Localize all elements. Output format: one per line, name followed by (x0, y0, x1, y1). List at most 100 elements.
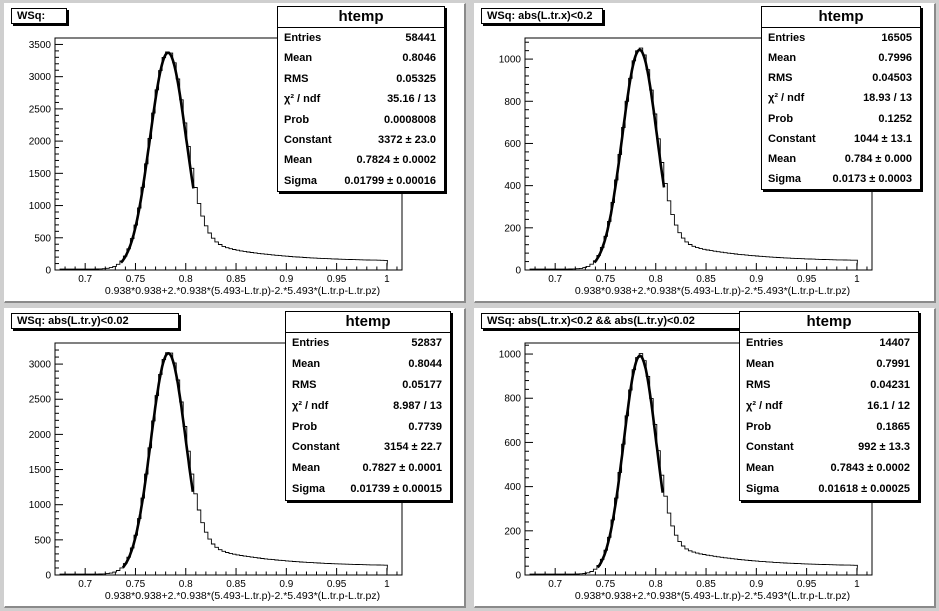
stats-row: RMS 0.04231 (740, 375, 918, 396)
histogram-plot-2: 0.7 0.75 0.8 0.85 0.9 0.95 1 0 200 400 600 800 1000 0… (499, 37, 873, 297)
stats-label: Sigma (284, 174, 318, 187)
stats-row: Prob 0.7739 (286, 417, 450, 438)
y-tick-label: 800 (504, 97, 521, 108)
stats-box: htemp Entries 52837 Mean 0.8044 RMS 0.05177 χ²… (285, 311, 451, 501)
x-tick-label: 1 (854, 579, 860, 590)
x-tick-label: 0.85 (226, 274, 246, 285)
stats-label: RMS (768, 72, 793, 85)
stats-box: htemp Entries 58441 Mean 0.8046 RMS 0.05325 χ²… (277, 6, 445, 192)
stats-value: 52837 (411, 337, 442, 349)
stats-label: χ² / ndf (768, 92, 805, 105)
histogram-plot-3: 0.7 0.75 0.8 0.85 0.9 0.95 1 0 500 1000 1500 2000 25… (29, 342, 403, 602)
stats-label: Entries (768, 32, 806, 44)
stats-label: Sigma (746, 483, 780, 496)
stats-value: 0.7827 ± 0.0001 (362, 462, 442, 475)
x-tick-label: 0.75 (126, 579, 146, 590)
x-tick-label: 0.95 (327, 274, 347, 285)
histogram-pad-4: 0.7 0.75 0.8 0.85 0.9 0.95 1 0 200 400 600 800 1000 0… (474, 308, 936, 608)
histogram-pad-2: 0.7 0.75 0.8 0.85 0.9 0.95 1 0 200 400 600 800 1000 0… (474, 3, 936, 303)
stats-row: Mean 0.7843 ± 0.0002 (740, 458, 918, 479)
x-tick-label: 0.8 (649, 274, 663, 285)
y-tick-label: 0 (45, 266, 51, 277)
y-tick-label: 1500 (29, 169, 52, 180)
stats-row: Mean 0.7824 ± 0.0002 (278, 150, 444, 170)
x-axis-label: 0.938*0.938+2.*0.938*(5.493-L.tr.p)-2.*5… (575, 590, 850, 602)
stats-row: Sigma 0.01739 ± 0.00015 (286, 479, 450, 500)
stats-row: Mean 0.7827 ± 0.0001 (286, 458, 450, 479)
stats-label: χ² / ndf (746, 399, 783, 412)
y-tick-label: 2500 (29, 395, 52, 406)
stats-row: Mean 0.8046 (278, 48, 444, 68)
stats-row: Sigma 0.01618 ± 0.00025 (740, 479, 918, 500)
stats-row: Prob 0.0008008 (278, 110, 444, 130)
stats-value: 0.7739 (408, 420, 442, 433)
stats-row: Prob 0.1865 (740, 417, 918, 438)
histogram-bars (529, 353, 858, 576)
stats-label: Mean (746, 357, 775, 370)
x-tick-label: 0.75 (596, 274, 616, 285)
stats-value: 0.7996 (878, 52, 912, 65)
x-tick-label: 0.95 (797, 579, 817, 590)
stats-value: 58441 (405, 32, 436, 44)
stats-label: Sigma (768, 172, 802, 185)
stats-value: 1044 ± 13.1 (853, 132, 912, 145)
x-tick-label: 0.8 (179, 579, 193, 590)
x-tick-label: 1 (854, 274, 860, 285)
stats-value: 0.01618 ± 0.00025 (818, 483, 910, 496)
y-tick-label: 3000 (29, 360, 52, 371)
x-tick-label: 0.85 (226, 579, 246, 590)
stats-value: 16505 (881, 32, 912, 44)
stats-box: htemp Entries 14407 Mean 0.7991 RMS 0.04231 χ²… (739, 311, 919, 501)
stats-row: Entries 52837 (286, 333, 450, 354)
x-tick-label: 1 (384, 274, 390, 285)
y-tick-label: 2500 (29, 104, 52, 115)
stats-row: Sigma 0.0173 ± 0.0003 (762, 169, 920, 189)
stats-label: Mean (292, 462, 321, 475)
stats-value: 0.7843 ± 0.0002 (830, 462, 910, 475)
y-tick-label: 600 (504, 438, 521, 449)
stats-row: Entries 58441 (278, 28, 444, 48)
stats-value: 18.93 / 13 (863, 92, 912, 105)
stats-row: Constant 1044 ± 13.1 (762, 129, 920, 149)
histogram-bars (529, 47, 858, 271)
stats-label: χ² / ndf (284, 93, 321, 106)
stats-value: 14407 (879, 337, 910, 349)
gaussian-fit-curve (593, 48, 666, 264)
y-tick-label: 200 (504, 526, 521, 537)
pad-title: WSq: (11, 8, 67, 24)
stats-row: Mean 0.8044 (286, 354, 450, 375)
x-tick-label: 0.9 (279, 274, 293, 285)
stats-label: Constant (284, 133, 332, 146)
y-tick-label: 800 (504, 394, 521, 405)
stats-row: Entries 14407 (740, 333, 918, 354)
stats-value: 0.784 ± 0.000 (844, 152, 912, 165)
y-tick-label: 400 (504, 482, 521, 493)
x-axis-label: 0.938*0.938+2.*0.938*(5.493-L.tr.p)-2.*5… (105, 285, 380, 297)
pad-title: WSq: abs(L.tr.x)<0.2 && abs(L.tr.y)<0.02 (481, 313, 775, 329)
y-tick-label: 0 (45, 571, 51, 582)
stats-value: 0.04503 (872, 72, 912, 85)
x-tick-label: 0.7 (548, 274, 562, 285)
x-tick-label: 0.9 (279, 579, 293, 590)
stats-row: Constant 3372 ± 23.0 (278, 130, 444, 150)
stats-value: 0.04231 (870, 378, 910, 391)
x-tick-label: 0.75 (126, 274, 146, 285)
stats-row: χ² / ndf 35.16 / 13 (278, 89, 444, 109)
stats-row: Mean 0.7991 (740, 354, 918, 375)
y-tick-label: 0 (515, 266, 521, 277)
stats-value: 0.05325 (396, 72, 436, 85)
y-tick-label: 1000 (499, 55, 522, 66)
stats-row: Constant 992 ± 13.3 (740, 437, 918, 458)
stats-value: 0.1865 (876, 420, 910, 433)
y-tick-label: 1000 (499, 350, 522, 361)
stats-row: χ² / ndf 18.93 / 13 (762, 88, 920, 108)
stats-title: htemp (286, 312, 450, 333)
x-tick-label: 0.95 (327, 579, 347, 590)
x-tick-label: 0.9 (749, 579, 763, 590)
stats-row: Sigma 0.01799 ± 0.00016 (278, 171, 444, 191)
x-tick-label: 0.9 (749, 274, 763, 285)
stats-label: Mean (284, 52, 313, 65)
gaussian-fit-curve (121, 351, 195, 569)
stats-box: htemp Entries 16505 Mean 0.7996 RMS 0.04503 χ²… (761, 6, 921, 190)
stats-row: RMS 0.05177 (286, 375, 450, 396)
